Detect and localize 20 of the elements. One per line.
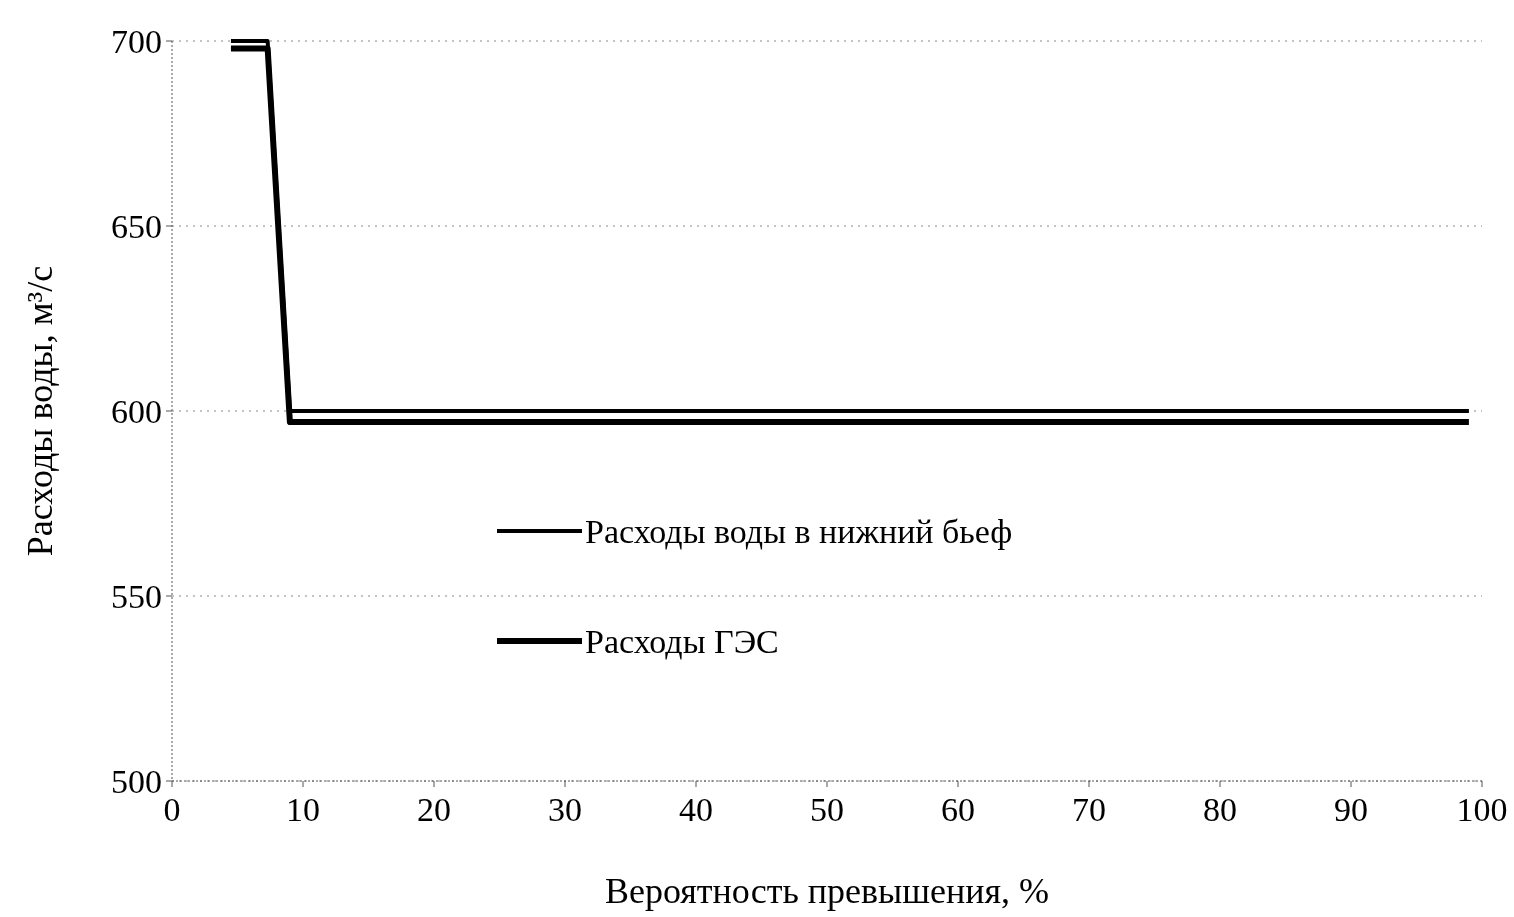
x-tick-label: 50 <box>810 791 844 828</box>
x-tick-label: 0 <box>163 791 181 828</box>
y-axis-title: Расходы воды, м³/с <box>20 265 60 557</box>
y-tick-label: 700 <box>111 22 162 60</box>
y-tick-label: 600 <box>111 392 162 430</box>
y-tick-label: 650 <box>111 207 162 245</box>
y-tick-label: 500 <box>111 762 162 800</box>
x-tick-label: 60 <box>941 791 975 828</box>
x-tick-label: 100 <box>1456 791 1508 828</box>
x-axis-title: Вероятность превышения, % <box>604 871 1050 911</box>
legend-label: Расходы воды в нижний бьеф <box>585 512 1013 550</box>
x-tick-label: 20 <box>417 791 451 828</box>
y-tick-label: 550 <box>111 577 162 615</box>
x-tick-label: 80 <box>1203 791 1237 828</box>
x-tick-label: 40 <box>679 791 713 828</box>
x-tick-label: 10 <box>286 791 320 828</box>
legend-label: Расходы ГЭС <box>585 622 779 660</box>
x-tick-label: 30 <box>548 791 582 828</box>
x-tick-label: 90 <box>1334 791 1368 828</box>
x-tick-label: 70 <box>1072 791 1106 828</box>
